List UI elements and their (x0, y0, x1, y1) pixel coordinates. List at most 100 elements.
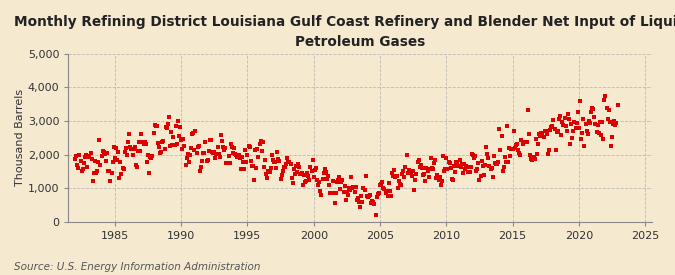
Point (139, 140, 150, 144)
Point (612, 103, 623, 108)
Point (147, 153, 158, 158)
Point (456, 162, 467, 166)
Point (87, 179, 98, 183)
Point (340, 183, 350, 188)
Point (557, 120, 568, 125)
Point (175, 125, 186, 129)
Point (437, 154, 448, 158)
Point (122, 153, 132, 157)
Point (449, 164, 460, 168)
Point (198, 150, 209, 155)
Point (385, 189, 396, 193)
Point (130, 163, 141, 167)
Point (601, 105, 612, 110)
Point (105, 179, 116, 183)
Point (331, 191, 342, 195)
Point (284, 160, 295, 164)
Point (491, 162, 502, 167)
Point (431, 176, 441, 181)
Point (291, 164, 302, 169)
Point (590, 122, 601, 127)
Point (215, 133, 226, 137)
Point (337, 177, 348, 182)
Y-axis label: Thousand Barrels: Thousand Barrels (15, 89, 25, 186)
Point (580, 122, 591, 127)
Point (352, 196, 363, 200)
Point (316, 192, 327, 197)
Point (466, 152, 477, 156)
Point (276, 173, 287, 177)
Point (535, 134, 545, 138)
Point (78, 166, 88, 171)
Point (595, 132, 606, 137)
Point (462, 165, 472, 169)
Point (166, 130, 177, 134)
Point (534, 132, 545, 136)
Point (377, 180, 387, 185)
Point (526, 157, 537, 161)
Point (90, 171, 101, 175)
Point (556, 133, 566, 137)
Point (352, 197, 362, 202)
Point (396, 183, 406, 187)
Point (360, 174, 371, 178)
Point (371, 194, 382, 199)
Point (251, 166, 262, 170)
Point (213, 152, 224, 156)
Point (319, 171, 329, 175)
Point (153, 141, 163, 145)
Point (188, 130, 198, 135)
Point (474, 178, 485, 183)
Point (229, 146, 240, 151)
Point (116, 172, 127, 176)
Point (581, 128, 592, 133)
Point (274, 159, 285, 163)
Point (588, 107, 599, 111)
Point (368, 200, 379, 204)
Point (254, 142, 265, 147)
Point (506, 147, 517, 152)
Point (610, 122, 621, 127)
Point (354, 200, 364, 204)
Point (559, 116, 570, 120)
Point (522, 108, 533, 112)
Point (579, 144, 590, 148)
Point (253, 155, 264, 159)
Point (234, 155, 245, 160)
Point (550, 148, 561, 152)
Point (315, 189, 326, 193)
Point (496, 134, 507, 138)
Point (416, 166, 427, 170)
Point (194, 144, 205, 148)
Point (231, 153, 242, 157)
Point (359, 188, 370, 192)
Point (137, 140, 148, 144)
Point (467, 153, 478, 158)
Point (74, 153, 85, 158)
Point (607, 134, 618, 139)
Point (537, 132, 548, 136)
Point (248, 164, 259, 168)
Point (387, 170, 398, 175)
Point (566, 122, 576, 126)
Point (187, 132, 198, 136)
Point (146, 156, 157, 160)
Point (577, 131, 588, 135)
Point (578, 117, 589, 121)
Point (186, 145, 196, 150)
Point (546, 125, 557, 129)
Point (160, 125, 171, 130)
Point (593, 131, 604, 136)
Point (305, 165, 316, 169)
Point (493, 160, 504, 164)
Point (220, 145, 231, 150)
Point (114, 175, 125, 180)
Point (302, 170, 313, 175)
Point (128, 147, 139, 151)
Point (541, 129, 551, 133)
Point (323, 174, 333, 179)
Point (507, 147, 518, 152)
Point (519, 140, 530, 144)
Point (281, 156, 292, 160)
Point (603, 108, 614, 112)
